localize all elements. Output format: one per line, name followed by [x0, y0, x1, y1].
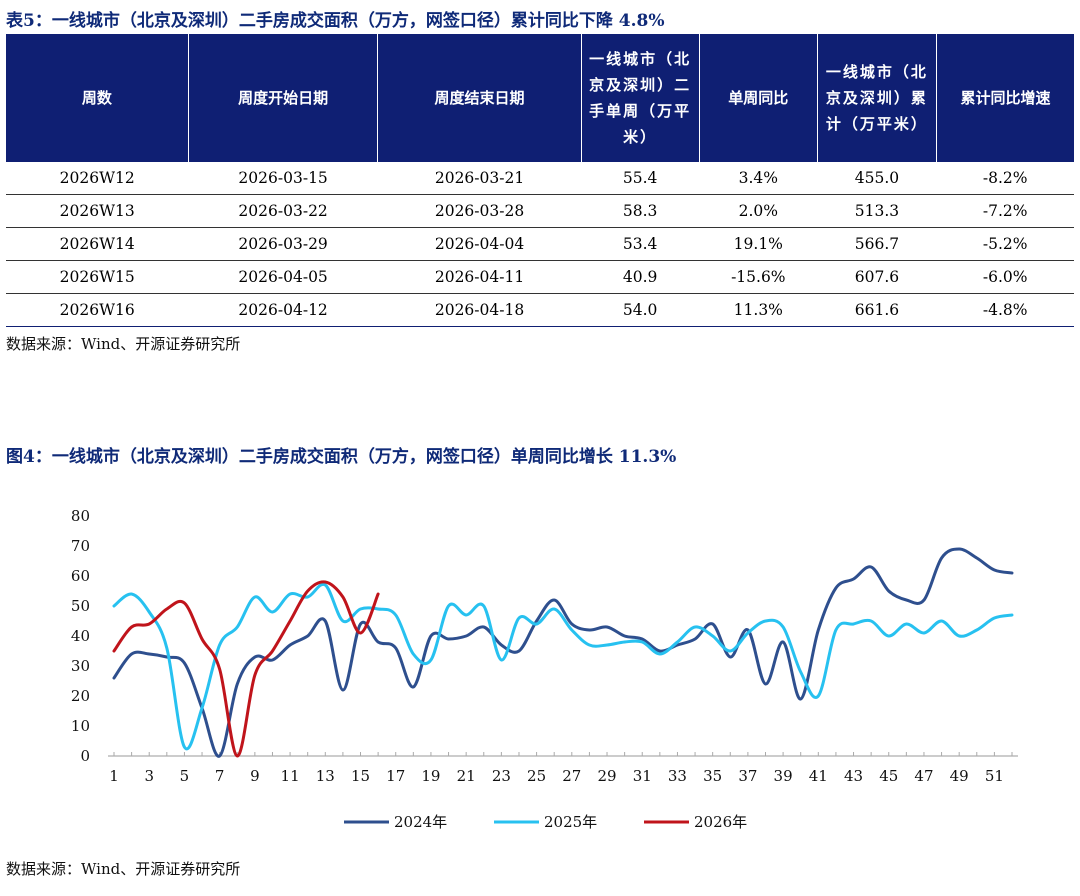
legend-label: 2024年: [394, 813, 447, 831]
header-weekly-area: 一线城市（北京及深圳）二手单周（万平米）: [581, 34, 700, 162]
cell-cumulative-area: 607.6: [817, 260, 937, 294]
cell-end-date: 2026-04-18: [377, 293, 582, 327]
legend-label: 2025年: [544, 813, 597, 831]
table-header-row: 周数 周度开始日期 周度结束日期 一线城市（北京及深圳）二手单周（万平米） 单周…: [6, 34, 1074, 162]
cell-cumulative-area: 513.3: [817, 194, 937, 228]
table-row: 2026W12 2026-03-15 2026-03-21 55.4 3.4% …: [6, 162, 1074, 195]
series-lines: [112, 547, 1014, 758]
x-tick-label: 21: [457, 767, 476, 785]
x-tick-label: 31: [633, 767, 652, 785]
x-tick-label: 15: [351, 767, 370, 785]
cell-weekly-yoy: -15.6%: [699, 260, 818, 294]
cell-weekly-area: 54.0: [581, 293, 700, 327]
cell-cumulative-yoy: -6.0%: [936, 260, 1074, 294]
x-tick-label: 35: [703, 767, 722, 785]
y-tick-label: 10: [71, 717, 90, 735]
x-tick-label: 51: [985, 767, 1004, 785]
data-table: 周数 周度开始日期 周度结束日期 一线城市（北京及深圳）二手单周（万平米） 单周…: [6, 34, 1074, 327]
y-tick-label: 50: [71, 597, 90, 615]
cell-week: 2026W12: [6, 162, 189, 195]
header-start-date: 周度开始日期: [188, 34, 379, 162]
chart-source-note: 数据来源：Wind、开源证券研究所: [6, 860, 241, 878]
cell-weekly-area: 53.4: [581, 227, 700, 261]
cell-weekly-yoy: 3.4%: [699, 162, 818, 195]
x-tick-label: 27: [562, 767, 581, 785]
legend: 2024年 2025年 2026年: [344, 813, 747, 831]
x-tick-label: 49: [950, 767, 969, 785]
cell-week: 2026W13: [6, 194, 189, 228]
cell-end-date: 2026-04-04: [377, 227, 582, 261]
table-source-note: 数据来源：Wind、开源证券研究所: [6, 335, 241, 353]
header-week: 周数: [6, 34, 189, 162]
x-tick-label: 23: [492, 767, 511, 785]
cell-start-date: 2026-04-05: [188, 260, 378, 294]
cell-week: 2026W15: [6, 260, 189, 294]
cell-weekly-yoy: 11.3%: [699, 293, 818, 327]
x-tick-label: 9: [250, 767, 260, 785]
cell-cumulative-area: 661.6: [817, 293, 937, 327]
cell-week: 2026W14: [6, 227, 189, 261]
cell-week: 2026W16: [6, 293, 189, 327]
x-tick-label: 29: [597, 767, 616, 785]
cell-weekly-yoy: 19.1%: [699, 227, 818, 261]
header-end-date: 周度结束日期: [377, 34, 582, 162]
x-tick-label: 45: [879, 767, 898, 785]
y-tick-label: 80: [71, 507, 90, 525]
x-tick-label: 39: [774, 767, 793, 785]
cell-end-date: 2026-03-21: [377, 162, 582, 195]
table-title: 表5：一线城市（北京及深圳）二手房成交面积（万方，网签口径）累计同比下降 4.8…: [6, 11, 665, 31]
table-row: 2026W14 2026-03-29 2026-04-04 53.4 19.1%…: [6, 227, 1074, 261]
y-tick-label: 30: [71, 657, 90, 675]
header-cumulative-yoy: 累计同比增速: [936, 34, 1074, 162]
cell-cumulative-yoy: -5.2%: [936, 227, 1074, 261]
cell-weekly-area: 55.4: [581, 162, 700, 195]
x-tick-label: 3: [144, 767, 154, 785]
x-tick-label: 25: [527, 767, 546, 785]
x-axis: 1 3 5 7 9 11 13 15 17 19 21 23 25 27 29 31 33 35 37 39 41 43 4…: [108, 752, 1018, 785]
cell-weekly-area: 58.3: [581, 194, 700, 228]
x-tick-label: 13: [316, 767, 335, 785]
y-tick-label: 70: [71, 537, 90, 555]
x-tick-label: 19: [421, 767, 440, 785]
series-line-1: [112, 582, 1014, 751]
x-tick-label: 1: [109, 767, 119, 785]
cell-cumulative-yoy: -4.8%: [936, 293, 1074, 327]
cell-cumulative-yoy: -8.2%: [936, 162, 1074, 195]
chart-title: 图4：一线城市（北京及深圳）二手房成交面积（万方，网签口径）单周同比增长 11.…: [6, 447, 677, 467]
y-tick-label: 0: [80, 747, 90, 765]
y-axis: 0 10 20 30 40 50 60 70 80: [71, 507, 90, 765]
cell-end-date: 2026-04-11: [377, 260, 582, 294]
x-tick-label: 11: [281, 767, 300, 785]
table-row: 2026W13 2026-03-22 2026-03-28 58.3 2.0% …: [6, 194, 1074, 228]
legend-label: 2026年: [694, 813, 747, 831]
x-tick-label: 5: [180, 767, 190, 785]
table-row: 2026W16 2026-04-12 2026-04-18 54.0 11.3%…: [6, 293, 1074, 327]
cell-start-date: 2026-03-15: [188, 162, 378, 195]
y-tick-label: 20: [71, 687, 90, 705]
cell-start-date: 2026-03-29: [188, 227, 378, 261]
table-row: 2026W15 2026-04-05 2026-04-11 40.9 -15.6…: [6, 260, 1074, 294]
y-tick-label: 40: [71, 627, 90, 645]
x-tick-label: 33: [668, 767, 687, 785]
x-tick-label: 43: [844, 767, 863, 785]
x-tick-label: 37: [738, 767, 757, 785]
cell-end-date: 2026-03-28: [377, 194, 582, 228]
x-tick-label: 47: [914, 767, 933, 785]
x-tick-label: 41: [809, 767, 828, 785]
x-tick-label: 17: [386, 767, 405, 785]
cell-cumulative-area: 566.7: [817, 227, 937, 261]
cell-weekly-yoy: 2.0%: [699, 194, 818, 228]
header-weekly-yoy: 单周同比: [699, 34, 818, 162]
cell-cumulative-yoy: -7.2%: [936, 194, 1074, 228]
series-line-0: [112, 547, 1014, 758]
cell-start-date: 2026-03-22: [188, 194, 378, 228]
cell-weekly-area: 40.9: [581, 260, 700, 294]
cell-cumulative-area: 455.0: [817, 162, 937, 195]
header-cumulative-area: 一线城市（北京及深圳）累计（万平米）: [817, 34, 937, 162]
x-tick-label: 7: [215, 767, 225, 785]
series-line-2: [112, 580, 380, 758]
y-tick-label: 60: [71, 567, 90, 585]
cell-start-date: 2026-04-12: [188, 293, 378, 327]
